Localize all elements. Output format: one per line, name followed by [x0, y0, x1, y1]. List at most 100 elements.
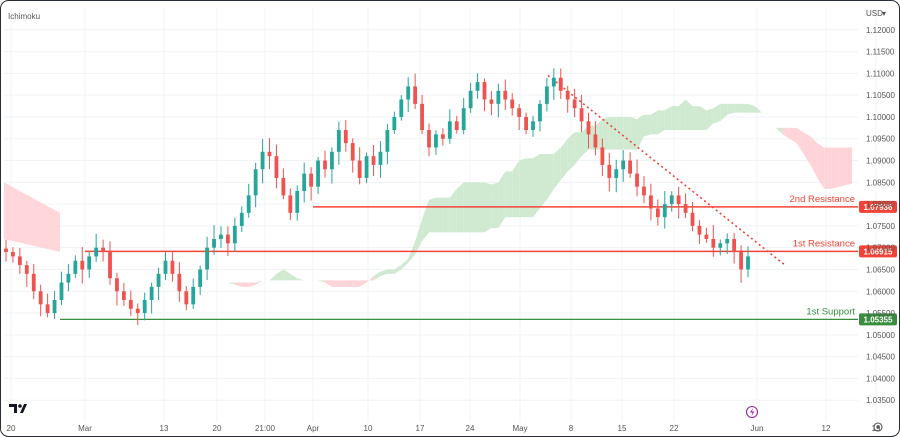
cloud-segment: [838, 147, 846, 188]
cloud-segment: [567, 132, 575, 172]
candle-body: [52, 299, 57, 314]
candle-body: [399, 99, 404, 117]
level-name: 1st Resistance: [793, 238, 855, 249]
x-tick-label: 13: [160, 424, 169, 433]
candle-body: [676, 195, 681, 205]
cloud-segment: [401, 258, 409, 270]
candle-body: [718, 243, 723, 248]
candle-body: [142, 299, 147, 314]
lightning-icon[interactable]: [745, 405, 759, 419]
cloud-segment: [387, 269, 395, 274]
currency-label[interactable]: USD: [866, 9, 883, 18]
candle-body: [538, 103, 542, 122]
x-tick-label: 22: [670, 424, 679, 433]
cloud-segment: [491, 182, 499, 229]
cloud-segment: [359, 280, 367, 287]
y-tick-label: 1.04000: [866, 374, 895, 383]
cloud-segment: [283, 269, 291, 281]
candle-body: [607, 164, 612, 178]
candle-body: [544, 86, 549, 104]
candle-body: [66, 273, 71, 283]
y-tick-label: 1.12000: [866, 26, 895, 35]
cloud-segment: [331, 280, 339, 287]
candle-body: [184, 291, 189, 305]
candle-body: [739, 252, 743, 270]
level-name: 2nd Resistance: [790, 194, 855, 205]
y-tick-label: 1.10500: [866, 91, 895, 100]
candle-body: [253, 169, 258, 196]
x-tick-label: 15: [618, 424, 627, 433]
cloud-segment: [831, 147, 839, 189]
candle-body: [357, 160, 362, 178]
cloud-segment: [394, 265, 402, 274]
cloud-segment: [248, 282, 256, 287]
cloud-segment: [269, 273, 277, 281]
time-axis[interactable]: 20 Mar 13 20 21:00 Apr 10 17 24 May 8 15 22 Jun 12 19: [7, 424, 881, 433]
cloud-segment: [664, 106, 672, 131]
cloud-segment: [845, 147, 853, 186]
cloud-segment: [318, 280, 325, 283]
cloud-segment: [713, 103, 721, 124]
y-tick-label: 1.05500: [866, 309, 895, 318]
tradingview-logo[interactable]: [9, 404, 27, 413]
candle-body: [635, 173, 639, 187]
gear-icon[interactable]: [873, 422, 883, 432]
cloud-segment: [720, 103, 728, 122]
candle-body: [198, 269, 203, 287]
y-tick-label: 1.11000: [866, 69, 895, 78]
candle-body: [45, 304, 50, 314]
cloud-segment: [706, 108, 714, 131]
cloud-segment: [803, 132, 811, 165]
candle-body: [267, 151, 272, 157]
cloud-segment: [824, 147, 832, 189]
candle-body: [440, 134, 445, 139]
trendline[interactable]: [547, 74, 786, 266]
level-price-tag: [859, 245, 897, 258]
candle-body: [489, 99, 494, 104]
candle-body: [427, 130, 431, 148]
x-tick-label: Mar: [78, 424, 92, 433]
price-axis[interactable]: 1.12000 1.11500 1.11000 1.10500 1.10000 1.095…: [866, 26, 895, 405]
cloud-segment: [255, 280, 263, 285]
candle-body: [177, 273, 182, 292]
candle-body: [725, 238, 730, 244]
candle-body: [628, 160, 633, 174]
cloud-segment: [533, 153, 540, 218]
cloud-segment: [519, 158, 527, 218]
cloud-segment: [796, 127, 804, 154]
y-tick-label: 1.08500: [866, 178, 895, 187]
candle-body: [87, 256, 92, 270]
cloud-segment: [685, 99, 693, 131]
candle-body: [704, 234, 709, 239]
candle-body: [364, 156, 369, 178]
cloud-segment: [602, 116, 610, 150]
y-tick-label: 1.06000: [866, 287, 895, 296]
y-tick-label: 1.09500: [866, 135, 895, 144]
candle-body: [593, 134, 598, 148]
candle-body: [309, 173, 314, 187]
x-tick-label: Apr: [307, 424, 320, 433]
cloud-segment: [380, 269, 388, 277]
currency-dropdown-icon[interactable]: ▾: [882, 9, 886, 18]
x-tick-label: 17: [416, 424, 425, 433]
candle-body: [24, 265, 29, 274]
cloud-segment: [429, 197, 436, 233]
candle-body: [4, 248, 8, 253]
candle-body: [697, 225, 702, 235]
y-tick-label: 1.07500: [866, 222, 895, 231]
candle-body: [371, 156, 376, 165]
candle-body: [149, 286, 154, 300]
cloud-segment: [345, 280, 353, 287]
candle-body: [108, 252, 112, 279]
cloud-segment: [366, 276, 374, 283]
candle-body: [80, 260, 85, 270]
candle-body: [38, 291, 43, 305]
candle-body: [128, 299, 133, 309]
candle-body: [517, 108, 522, 117]
candle-body: [420, 103, 424, 131]
indicator-label[interactable]: Ichimoku: [8, 12, 40, 21]
cloud-segment: [512, 160, 520, 218]
candle-body: [531, 121, 535, 131]
candle-body: [621, 160, 626, 170]
